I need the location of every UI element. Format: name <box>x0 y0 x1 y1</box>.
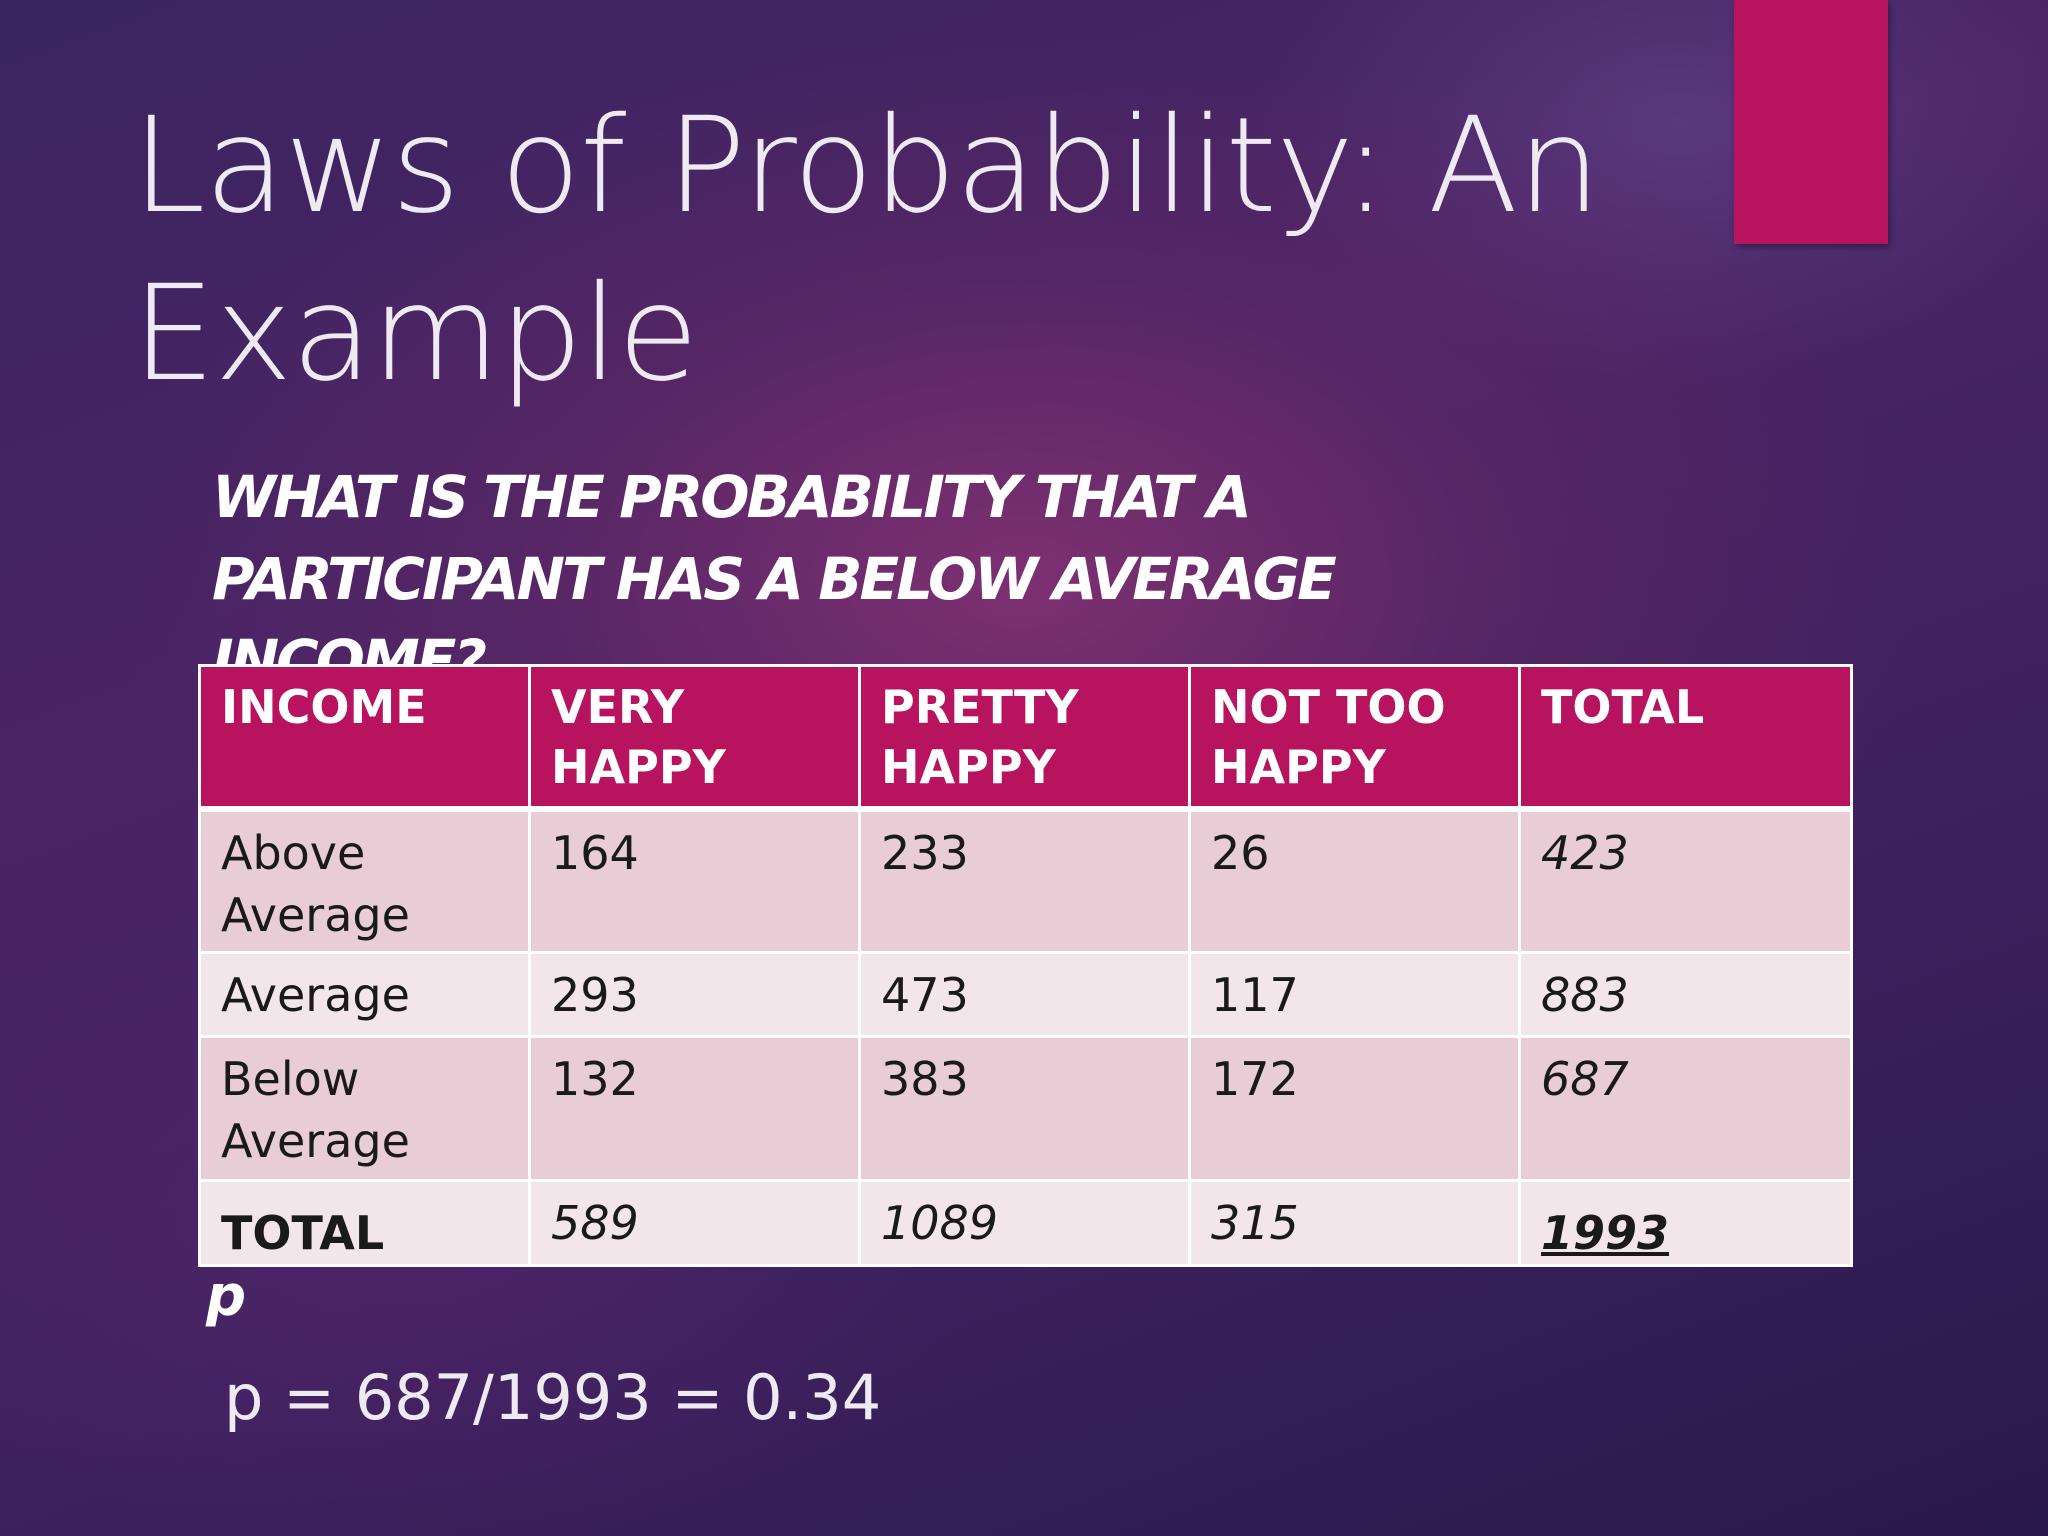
column-header-not-too-happy: NOT TOO HAPPY <box>1188 664 1521 812</box>
probability-formula: p = 687/1993 = 0.34 <box>224 1361 882 1434</box>
table-row: Average 293 473 117 883 <box>198 951 1853 1038</box>
row-label: Below Average <box>198 1035 531 1182</box>
column-total: 315 <box>1188 1179 1521 1267</box>
probability-symbol: p <box>206 1264 247 1329</box>
income-happiness-table: INCOME VERY HAPPY PRETTY HAPPY NOT TOO H… <box>198 664 1853 1267</box>
row-total: 687 <box>1518 1035 1853 1182</box>
grand-total: 1993 <box>1518 1179 1853 1267</box>
row-label: Above Average <box>198 807 531 954</box>
row-label: Average <box>198 951 531 1038</box>
row-total: 423 <box>1518 807 1853 954</box>
table-header-row: INCOME VERY HAPPY PRETTY HAPPY NOT TOO H… <box>198 664 1853 812</box>
table-row: Above Average 164 233 26 423 <box>198 807 1853 954</box>
totals-label: TOTAL <box>198 1179 531 1267</box>
row-total: 883 <box>1518 951 1853 1038</box>
column-header-pretty-happy: PRETTY HAPPY <box>858 664 1191 812</box>
cell-value: 233 <box>858 807 1191 954</box>
totals-row: TOTAL 589 1089 315 1993 <box>198 1179 1853 1267</box>
column-total: 589 <box>528 1179 861 1267</box>
cell-value: 172 <box>1188 1035 1521 1182</box>
column-header-total: TOTAL <box>1518 664 1853 812</box>
cell-value: 26 <box>1188 807 1521 954</box>
cell-value: 383 <box>858 1035 1191 1182</box>
table-row: Below Average 132 383 172 687 <box>198 1035 1853 1182</box>
cell-value: 293 <box>528 951 861 1038</box>
cell-value: 164 <box>528 807 861 954</box>
cell-value: 473 <box>858 951 1191 1038</box>
accent-bar <box>1734 0 1888 244</box>
question-text: WHAT IS THE PROBABILITY THAT A PARTICIPA… <box>212 463 1337 666</box>
slide-title: Laws of Probability: An Example <box>132 89 1601 411</box>
column-header-income: INCOME <box>198 664 531 812</box>
column-header-very-happy: VERY HAPPY <box>528 664 861 812</box>
cell-value: 117 <box>1188 951 1521 1038</box>
column-total: 1089 <box>858 1179 1191 1267</box>
cell-value: 132 <box>528 1035 861 1182</box>
